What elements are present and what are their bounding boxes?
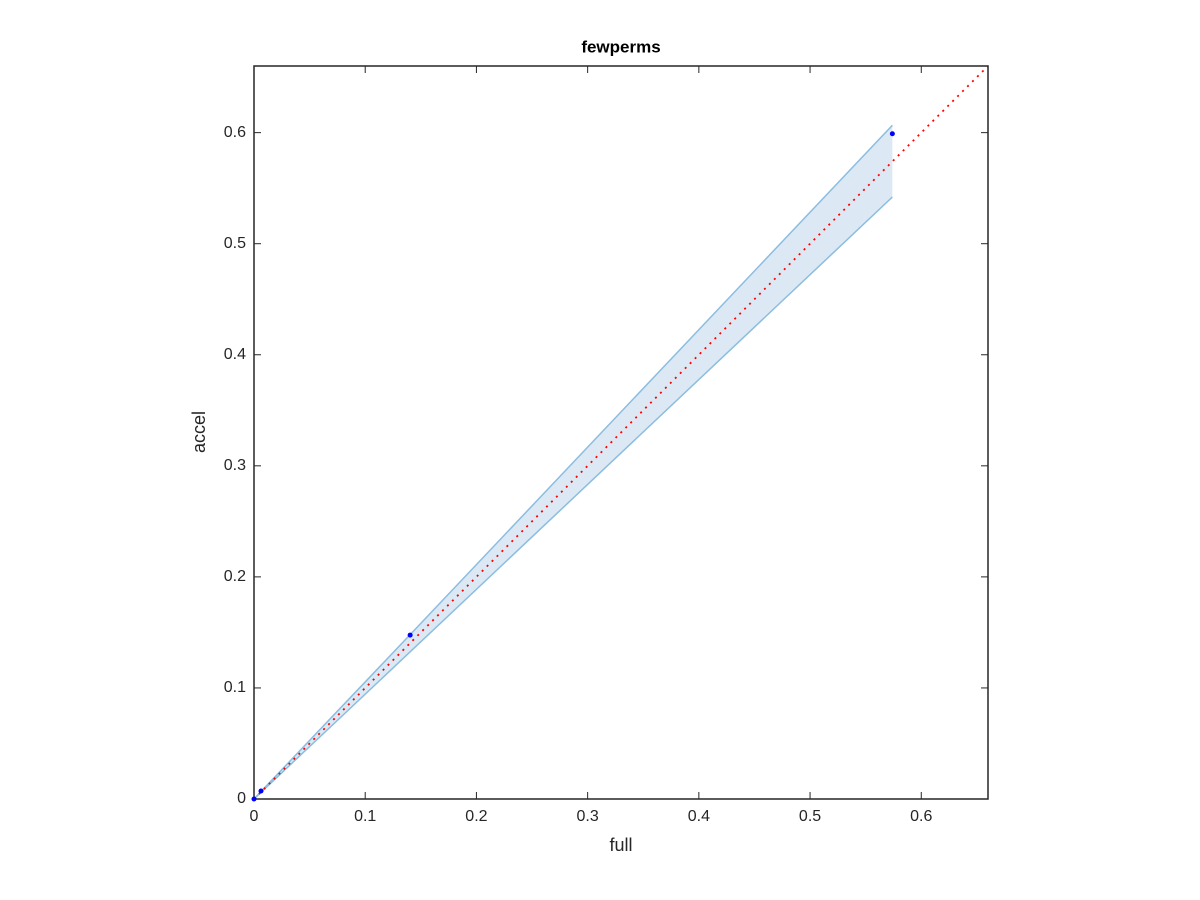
- y-tick-label: 0.4: [224, 346, 246, 363]
- x-tick-label: 0.3: [577, 808, 599, 825]
- chart-title: fewperms: [581, 37, 660, 56]
- x-tick-label: 0.1: [354, 808, 376, 825]
- point: [258, 788, 264, 794]
- axes-box: [253, 65, 989, 800]
- point: [407, 632, 413, 638]
- y-tick-label: 0.2: [224, 568, 246, 585]
- x-tick-label: 0.4: [688, 808, 710, 825]
- x-tick-label: 0.2: [465, 808, 487, 825]
- y-axis-label: accel: [189, 411, 209, 453]
- x-axis-label: full: [609, 835, 632, 855]
- y-tick-label: 0.3: [224, 457, 246, 474]
- y-tick-label: 0: [237, 790, 246, 807]
- x-tick-label: 0: [250, 808, 259, 825]
- point: [251, 796, 257, 802]
- y-tick-label: 0.1: [224, 679, 246, 696]
- point: [889, 131, 895, 137]
- reference-line: [253, 65, 989, 800]
- y-tick-label: 0.5: [224, 235, 246, 252]
- x-tick-label: 0.6: [910, 808, 932, 825]
- band-lower-line: [253, 196, 893, 800]
- y-tick-label: 0.6: [224, 124, 246, 141]
- x-tick-label: 0.5: [799, 808, 821, 825]
